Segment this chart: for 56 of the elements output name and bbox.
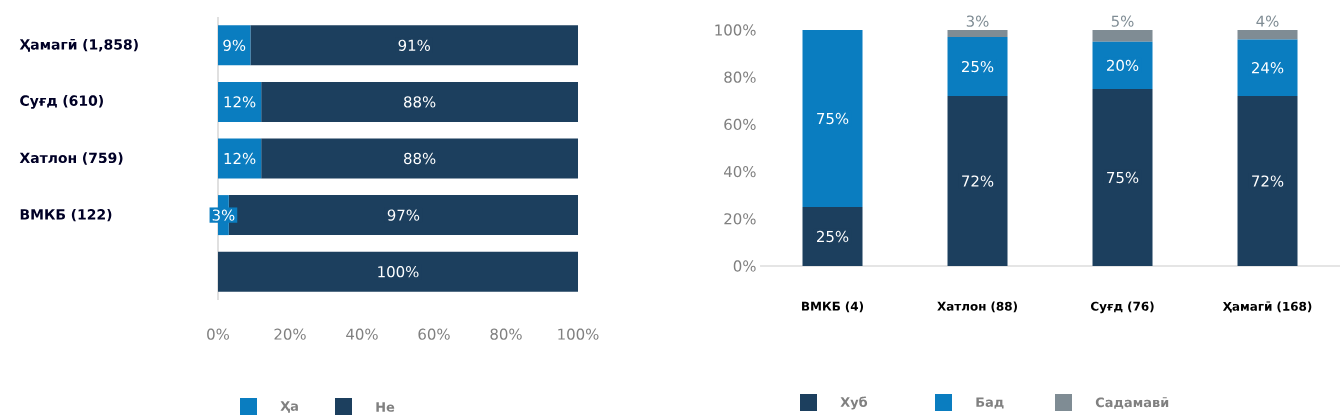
bar bbox=[218, 251, 578, 292]
data-label: 100% bbox=[378, 266, 419, 278]
data-label: 12% bbox=[224, 152, 256, 165]
bar bbox=[1237, 30, 1298, 40]
x-tick-label: Суғд (76) bbox=[1090, 301, 1154, 314]
data-label: 25% bbox=[817, 230, 849, 243]
data-label: 75% bbox=[817, 112, 849, 125]
y-tick-label: 80% bbox=[724, 71, 756, 83]
data-label: 91% bbox=[398, 39, 430, 51]
x-tick-label: Ҳамагӣ (168) bbox=[1222, 301, 1312, 313]
y-tick-label: 20% bbox=[724, 213, 756, 225]
bar bbox=[947, 96, 1008, 266]
data-label: 3% bbox=[966, 15, 989, 27]
y-tick-label: Хатлон (759) bbox=[19, 152, 123, 165]
data-label: 72% bbox=[962, 175, 994, 187]
data-label: 4% bbox=[1256, 15, 1279, 27]
data-label: 12% bbox=[224, 96, 256, 108]
bar bbox=[1237, 96, 1298, 266]
legend-label: Садамавӣ bbox=[1095, 397, 1169, 409]
data-label: 24% bbox=[1252, 62, 1284, 74]
y-tick-label: ВМКБ (122) bbox=[20, 208, 112, 222]
y-tick-label: Суғд (610) bbox=[20, 95, 103, 109]
bar bbox=[1092, 89, 1153, 266]
bar bbox=[802, 30, 863, 207]
legend-label: Не bbox=[376, 402, 395, 412]
legend-label: Хуб bbox=[840, 396, 868, 410]
x-tick-label: ВМКБ (4) bbox=[802, 301, 864, 313]
data-label: 88% bbox=[404, 152, 436, 165]
data-label: 25% bbox=[962, 60, 994, 73]
data-label: 5% bbox=[1111, 15, 1134, 27]
bar bbox=[1092, 30, 1153, 42]
y-tick-label: Ҳамагӣ (1,858) bbox=[19, 38, 138, 52]
x-tick-label: Хатлон (88) bbox=[937, 301, 1017, 313]
data-label: 3% bbox=[212, 209, 235, 221]
x-tick-label: 0% bbox=[207, 328, 230, 340]
x-tick-label: 100% bbox=[558, 328, 599, 340]
y-tick-label: 0% bbox=[733, 260, 756, 272]
x-tick-label: 60% bbox=[418, 328, 450, 340]
x-tick-label: 40% bbox=[346, 328, 378, 340]
x-tick-label: 80% bbox=[490, 328, 522, 340]
x-tick-label: 20% bbox=[274, 328, 306, 340]
bar bbox=[250, 25, 578, 66]
bar bbox=[261, 138, 578, 179]
legend-label: Бад bbox=[976, 397, 1004, 409]
data-label: 97% bbox=[387, 209, 420, 221]
y-tick-label: 100% bbox=[715, 24, 756, 36]
data-label: 20% bbox=[1107, 59, 1139, 72]
data-label: 88% bbox=[404, 96, 436, 108]
y-tick-label: 40% bbox=[724, 165, 756, 178]
y-tick-label: 60% bbox=[724, 118, 756, 131]
legend-label: Ҳа bbox=[280, 401, 298, 413]
data-label: 9% bbox=[223, 39, 246, 51]
bar bbox=[261, 81, 578, 122]
bar bbox=[947, 30, 1008, 38]
data-label: 72% bbox=[1252, 175, 1284, 187]
data-label: 75% bbox=[1107, 171, 1139, 184]
